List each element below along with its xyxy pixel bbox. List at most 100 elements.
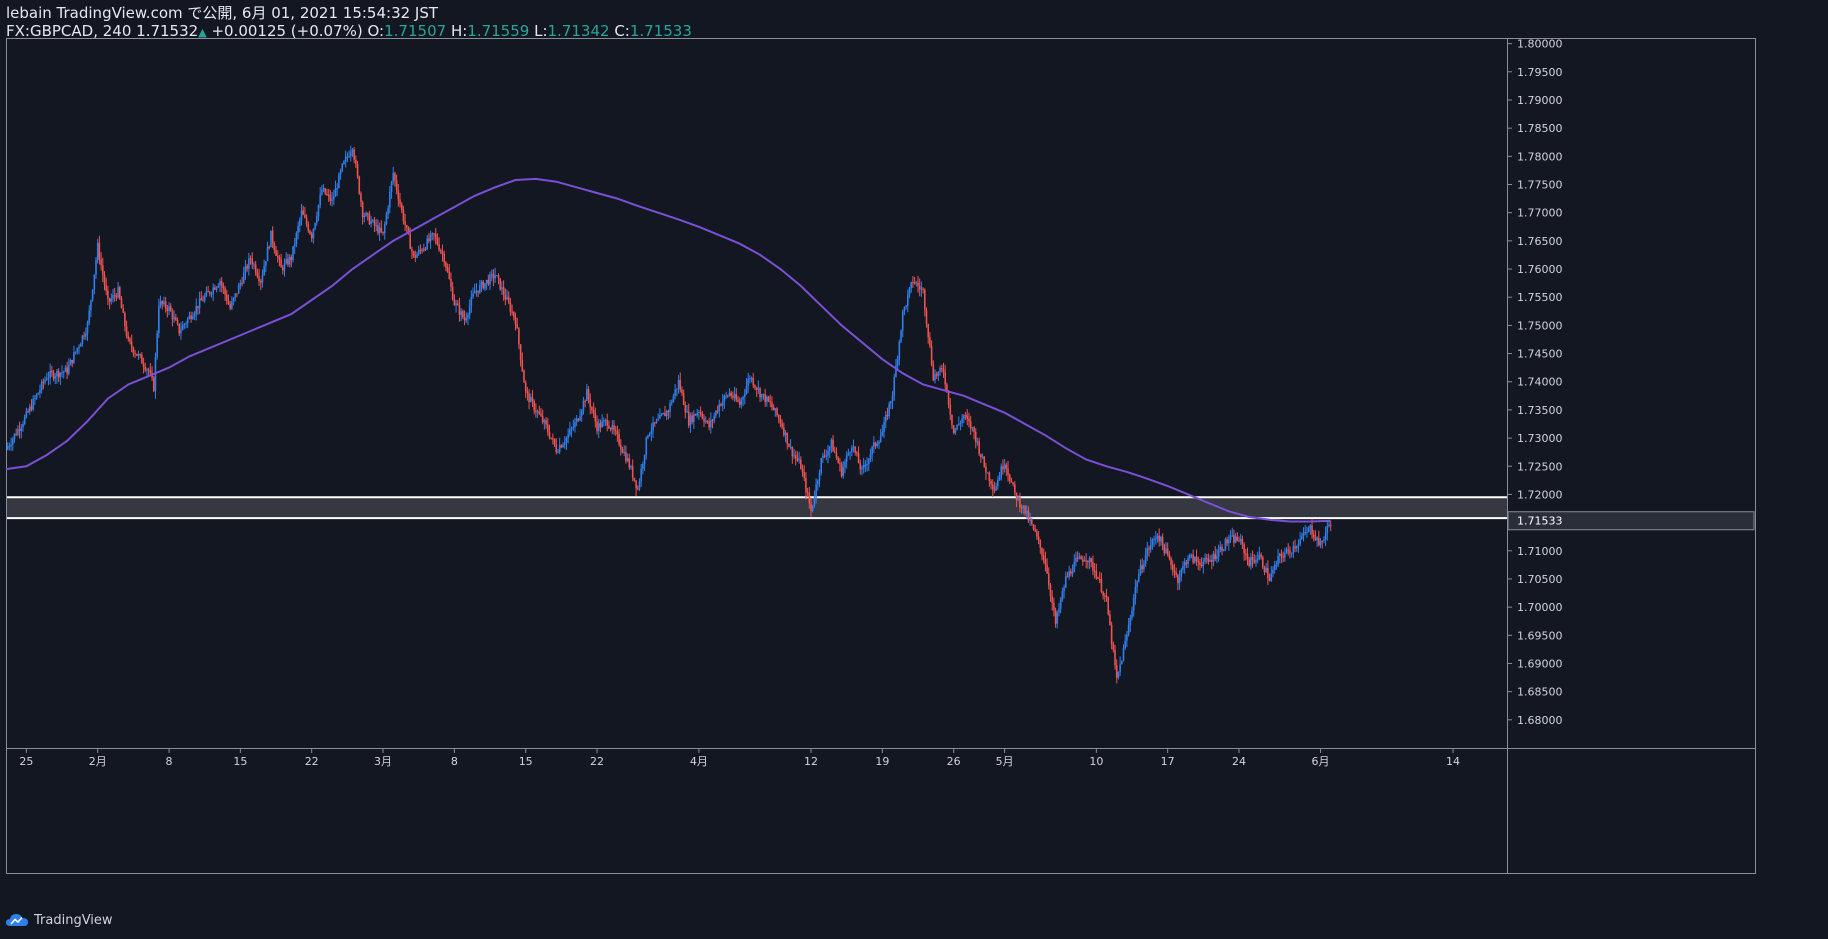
candle-body bbox=[1110, 625, 1113, 645]
candle-body bbox=[292, 246, 294, 261]
candle-body bbox=[231, 301, 233, 309]
candle-body bbox=[20, 427, 23, 431]
candle-body bbox=[808, 492, 811, 504]
candle-body bbox=[1270, 573, 1273, 581]
tradingview-logo[interactable]: TradingView bbox=[6, 910, 113, 930]
candle-body bbox=[596, 421, 598, 432]
candle-body bbox=[535, 410, 537, 413]
last-price: 1.71532 bbox=[136, 22, 199, 40]
candle-body bbox=[670, 402, 673, 404]
candle-body bbox=[565, 437, 568, 443]
candle-body bbox=[259, 281, 262, 283]
y-tick-label: 1.75000 bbox=[1517, 319, 1563, 332]
candle-body bbox=[265, 261, 267, 267]
candle-body bbox=[850, 447, 853, 453]
candle-body bbox=[557, 451, 559, 453]
candle-body bbox=[1168, 554, 1171, 559]
symbol-line: FX:GBPCAD, 240 1.71532▲ +0.00125 (+0.07%… bbox=[6, 22, 692, 42]
candle-body bbox=[839, 462, 841, 465]
candle-body bbox=[545, 420, 547, 425]
cloud-logo-icon bbox=[6, 914, 28, 926]
candle-body bbox=[434, 233, 437, 238]
candle-body bbox=[147, 369, 150, 371]
candle-body bbox=[382, 231, 384, 233]
candle-body bbox=[25, 411, 28, 417]
candle-body bbox=[563, 442, 566, 445]
candle-body bbox=[112, 294, 114, 299]
candle-body bbox=[531, 397, 534, 402]
candle-body bbox=[256, 272, 259, 277]
candle-body bbox=[971, 427, 974, 429]
candle-body bbox=[10, 444, 12, 447]
candle-body bbox=[951, 414, 953, 426]
candle-body bbox=[501, 287, 503, 290]
candle-body bbox=[1024, 505, 1026, 514]
candle-body bbox=[144, 366, 147, 371]
candle-body bbox=[701, 413, 704, 419]
candle-body bbox=[436, 237, 439, 245]
candle-body bbox=[450, 279, 452, 287]
candle-body bbox=[475, 290, 478, 292]
candle-body bbox=[429, 234, 432, 242]
candle-body bbox=[720, 404, 722, 406]
candle-body bbox=[665, 411, 668, 417]
candle-body bbox=[835, 452, 838, 458]
price-chart[interactable]: 1.80000 1.79500 1.79000 1.78500 1.78000 1.775… bbox=[0, 0, 1828, 900]
candle-body bbox=[66, 367, 68, 374]
candle-body bbox=[689, 415, 692, 426]
candle-body bbox=[409, 233, 412, 249]
candle-body bbox=[1248, 559, 1250, 567]
candle-body bbox=[1039, 540, 1042, 548]
candle-body bbox=[1187, 558, 1189, 565]
candle-body bbox=[579, 415, 581, 421]
candle-body bbox=[234, 293, 237, 298]
candle-body bbox=[83, 335, 85, 337]
candle-body bbox=[757, 388, 760, 390]
candle-body bbox=[1165, 548, 1167, 554]
candle-body bbox=[219, 281, 221, 286]
candle-body bbox=[489, 274, 491, 285]
candle-body bbox=[1318, 537, 1320, 546]
candle-body bbox=[1328, 524, 1330, 527]
candle-body bbox=[1066, 576, 1069, 578]
candle-body bbox=[480, 281, 483, 285]
candle-body bbox=[1137, 574, 1140, 582]
candle-body bbox=[372, 220, 374, 222]
candle-body bbox=[718, 404, 721, 412]
candle-body bbox=[390, 181, 393, 193]
candle-body bbox=[1102, 591, 1104, 596]
candle-body bbox=[521, 359, 524, 371]
candle-body bbox=[373, 220, 376, 226]
candle-body bbox=[918, 285, 921, 290]
candle-body bbox=[633, 477, 636, 481]
candle-body bbox=[304, 214, 306, 218]
candle-body bbox=[973, 427, 975, 433]
moving-average-line bbox=[5, 177, 1331, 523]
y-tick-label: 1.79500 bbox=[1517, 66, 1563, 79]
candle-body bbox=[1209, 560, 1211, 562]
candle-body bbox=[822, 455, 824, 459]
candle-body bbox=[929, 337, 931, 347]
candle-body bbox=[443, 253, 445, 263]
candle-body bbox=[606, 419, 609, 426]
candle-body bbox=[363, 215, 366, 218]
candle-body bbox=[574, 422, 576, 428]
candle-body bbox=[1090, 558, 1093, 563]
candle-body bbox=[1297, 543, 1300, 546]
candle-body bbox=[1192, 554, 1194, 563]
candle-body bbox=[416, 254, 418, 258]
chart-frame bbox=[6, 38, 1756, 874]
candle-body bbox=[890, 401, 892, 404]
candle-body bbox=[726, 395, 729, 397]
candle-body bbox=[44, 379, 46, 383]
candle-body bbox=[662, 413, 665, 415]
candles bbox=[6, 145, 1332, 684]
candle-body bbox=[1132, 598, 1135, 611]
candle-body bbox=[1231, 535, 1234, 537]
candle-body bbox=[71, 359, 74, 363]
candle-body bbox=[314, 223, 316, 230]
candle-body bbox=[604, 419, 607, 421]
up-arrow-icon: ▲ bbox=[198, 26, 207, 39]
candle-body bbox=[558, 445, 561, 452]
candle-body bbox=[1095, 571, 1098, 578]
